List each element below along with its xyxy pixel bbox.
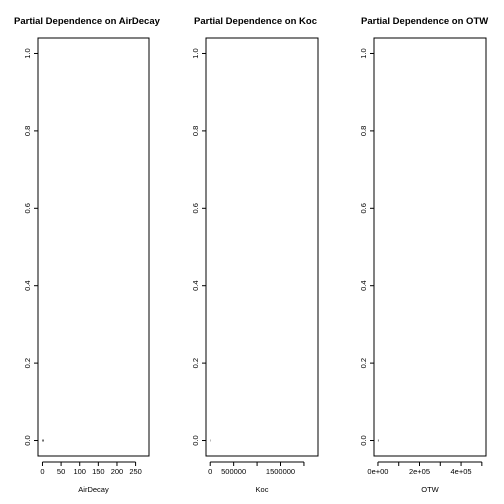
panel-airdecay: Partial Dependence on AirDecay 0.0 0.2 0.4… xyxy=(14,16,161,494)
y-tick-label: 0.8 xyxy=(191,126,200,136)
y-tick-label: 0.2 xyxy=(359,358,368,368)
x-tick-label: 100 xyxy=(73,467,86,476)
x-axis: 0 50 100 150 200 250 xyxy=(40,461,142,476)
x-tick-label: 2e+05 xyxy=(409,467,430,476)
x-tick-label: 250 xyxy=(129,467,142,476)
x-axis-label: AirDecay xyxy=(78,485,109,494)
y-tick-label: 0.2 xyxy=(191,358,200,368)
y-tick-label: 0.0 xyxy=(23,435,32,445)
x-tick-label: 500000 xyxy=(221,467,246,476)
y-tick-label: 0.8 xyxy=(359,126,368,136)
y-tick-label: 0.4 xyxy=(23,280,32,290)
x-tick-label: 150 xyxy=(92,467,105,476)
panel-otw: Partial Dependence on OTW 0.00.20.40.60.… xyxy=(359,16,488,494)
x-axis: 0 500000 1500000 xyxy=(208,461,305,476)
y-tick-label: 0.0 xyxy=(359,435,368,445)
y-tick-label: 0.4 xyxy=(359,280,368,290)
x-axis-label: Koc xyxy=(256,485,269,494)
x-tick-label: 50 xyxy=(57,467,65,476)
y-tick-label: 0.6 xyxy=(191,203,200,213)
y-tick-label: 0.8 xyxy=(23,126,32,136)
x-tick-label: 1500000 xyxy=(266,467,295,476)
y-tick-label: 0.6 xyxy=(359,203,368,213)
y-tick-label: 0.0 xyxy=(191,435,200,445)
y-axis: 0.0 0.2 0.4 0.6 0.8 1.0 xyxy=(191,48,206,446)
y-tick-label: 1.0 xyxy=(359,48,368,58)
y-axis: 0.0 0.2 0.4 0.6 0.8 1.0 xyxy=(23,48,38,446)
panel-title: Partial Dependence on AirDecay xyxy=(14,16,161,27)
panel-title: Partial Dependence on Koc xyxy=(194,16,317,27)
x-tick-label: 0e+00 xyxy=(367,467,388,476)
y-tick-label: 1.0 xyxy=(191,48,200,58)
y-tick-label: 0.2 xyxy=(23,358,32,368)
y-tick-label: 0.6 xyxy=(23,203,32,213)
plot-frame xyxy=(37,37,150,457)
plot-frame xyxy=(205,37,319,457)
x-tick-label: 0 xyxy=(40,467,44,476)
y-tick-label: 0.4 xyxy=(191,280,200,290)
x-axis-label: OTW xyxy=(421,485,439,494)
y-axis: 0.0 0.2 0.4 0.6 0.8 1.0 xyxy=(359,48,374,446)
x-axis: 0e+00 2e+05 4e+05 xyxy=(367,461,483,476)
x-tick-label: 4e+05 xyxy=(451,467,472,476)
panel-koc: Partial Dependence on Koc 0.00.20.40.60.… xyxy=(191,16,319,494)
plot-frame xyxy=(373,37,487,457)
x-tick-label: 200 xyxy=(111,467,124,476)
x-tick-label: 0 xyxy=(208,467,212,476)
y-tick-label: 1.0 xyxy=(23,48,32,58)
panel-title: Partial Dependence on OTW xyxy=(361,16,488,27)
